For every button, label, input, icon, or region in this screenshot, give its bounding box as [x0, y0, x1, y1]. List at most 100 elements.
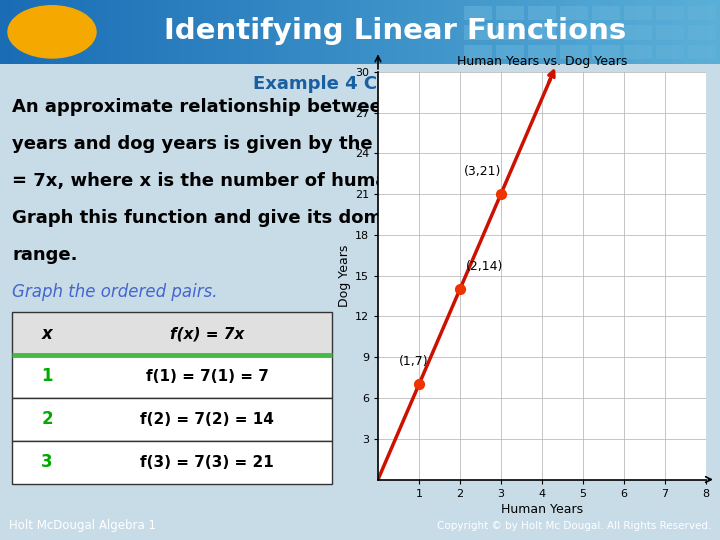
Point	[413, 380, 425, 389]
Bar	[496, 45, 524, 59]
Bar	[36, 0, 48, 64]
Bar	[560, 25, 588, 39]
Bar	[0, 0, 12, 64]
Bar	[688, 25, 716, 39]
Bar	[528, 45, 556, 59]
Bar	[660, 0, 672, 64]
Point	[454, 285, 466, 294]
Bar	[396, 0, 408, 64]
Bar	[688, 6, 716, 21]
Bar	[656, 6, 684, 21]
Bar	[648, 0, 660, 64]
Bar	[552, 0, 564, 64]
Text: (2,14): (2,14)	[466, 260, 503, 273]
Bar	[264, 0, 276, 64]
Bar	[132, 0, 144, 64]
Bar	[168, 0, 180, 64]
Bar	[592, 25, 620, 39]
Bar	[528, 0, 540, 64]
Bar	[464, 6, 492, 21]
Bar	[12, 312, 332, 355]
Bar	[384, 0, 396, 64]
Bar	[624, 45, 652, 59]
Bar	[12, 441, 332, 484]
Bar	[496, 25, 524, 39]
Bar	[592, 6, 620, 21]
Point	[495, 190, 507, 198]
Bar	[120, 0, 132, 64]
Text: Copyright © by Holt Mc Dougal. All Rights Reserved.: Copyright © by Holt Mc Dougal. All Right…	[437, 521, 711, 531]
Text: Example 4 Continued: Example 4 Continued	[253, 76, 467, 93]
Text: 2: 2	[41, 410, 53, 428]
Bar	[496, 6, 524, 21]
Bar	[560, 45, 588, 59]
Bar	[564, 0, 576, 64]
Text: years and dog years is given by the function y: years and dog years is given by the func…	[12, 135, 481, 153]
Text: range.: range.	[12, 246, 78, 264]
Text: f(2) = 7(2) = 14: f(2) = 7(2) = 14	[140, 412, 274, 427]
Bar	[228, 0, 240, 64]
Text: = 7x, where x is the number of human years.: = 7x, where x is the number of human yea…	[12, 172, 469, 190]
Bar	[72, 0, 84, 64]
Text: Holt McDougal Algebra 1: Holt McDougal Algebra 1	[9, 519, 156, 532]
Bar	[624, 0, 636, 64]
Bar	[240, 0, 252, 64]
Bar	[528, 25, 556, 39]
Text: An approximate relationship between human: An approximate relationship between huma…	[12, 98, 470, 116]
Bar	[444, 0, 456, 64]
Bar	[636, 0, 648, 64]
Ellipse shape	[8, 6, 96, 58]
Bar	[420, 0, 432, 64]
Bar	[464, 25, 492, 39]
Text: 3: 3	[41, 453, 53, 471]
Bar	[48, 0, 60, 64]
Bar	[156, 0, 168, 64]
Bar	[560, 6, 588, 21]
Bar	[464, 45, 492, 59]
Bar	[216, 0, 228, 64]
X-axis label: Human Years: Human Years	[500, 503, 583, 516]
Bar	[612, 0, 624, 64]
Bar	[624, 6, 652, 21]
Text: (3,21): (3,21)	[464, 165, 501, 178]
Bar	[468, 0, 480, 64]
Bar	[300, 0, 312, 64]
Bar	[360, 0, 372, 64]
Bar	[672, 0, 684, 64]
Title: Human Years vs. Dog Years: Human Years vs. Dog Years	[456, 55, 627, 68]
Bar	[276, 0, 288, 64]
Bar	[588, 0, 600, 64]
Bar	[456, 0, 468, 64]
Bar	[684, 0, 696, 64]
Bar	[324, 0, 336, 64]
Bar	[656, 45, 684, 59]
Bar	[108, 0, 120, 64]
Bar	[12, 0, 24, 64]
Bar	[516, 0, 528, 64]
Text: f(3) = 7(3) = 21: f(3) = 7(3) = 21	[140, 455, 274, 470]
Text: Graph this function and give its domain and: Graph this function and give its domain …	[12, 209, 457, 227]
Bar	[12, 398, 332, 441]
Text: 1: 1	[41, 368, 53, 386]
Bar	[504, 0, 516, 64]
Bar	[688, 45, 716, 59]
Bar	[192, 0, 204, 64]
Bar	[180, 0, 192, 64]
Text: Graph the ordered pairs.: Graph the ordered pairs.	[12, 283, 217, 301]
Text: f(1) = 7(1) = 7: f(1) = 7(1) = 7	[145, 369, 269, 384]
Bar	[312, 0, 324, 64]
Bar	[576, 0, 588, 64]
Bar	[96, 0, 108, 64]
Text: Identifying Linear Functions: Identifying Linear Functions	[164, 17, 626, 45]
Bar	[204, 0, 216, 64]
Bar	[84, 0, 96, 64]
Bar	[708, 0, 720, 64]
Bar	[336, 0, 348, 64]
Bar	[60, 0, 72, 64]
Bar	[144, 0, 156, 64]
Bar	[696, 0, 708, 64]
Bar	[348, 0, 360, 64]
Bar	[624, 25, 652, 39]
Bar	[528, 6, 556, 21]
Bar	[12, 355, 332, 398]
